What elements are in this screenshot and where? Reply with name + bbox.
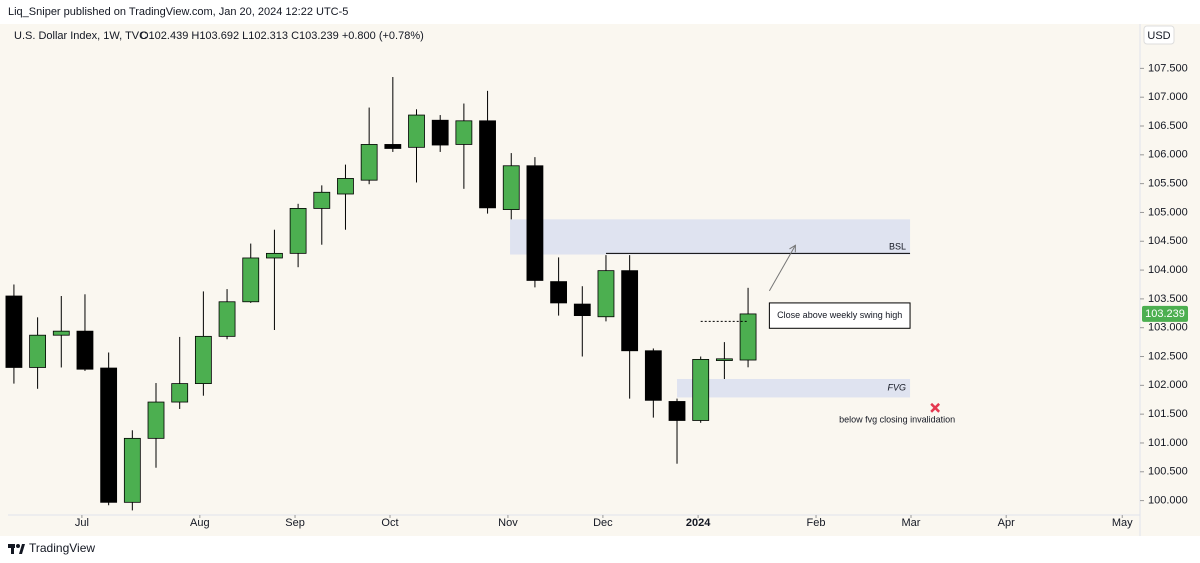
arrow <box>768 245 796 292</box>
x-tick-label: Mar <box>902 517 921 529</box>
invalidation-text: below fvg closing invalidation <box>839 414 955 424</box>
price-tag <box>1142 305 1188 322</box>
candle-body <box>218 301 236 337</box>
candle-body <box>266 252 283 259</box>
x-tick-label: Dec <box>593 517 613 529</box>
candle-body <box>384 144 402 149</box>
candle-body <box>739 313 757 361</box>
candle-body <box>479 120 496 209</box>
candle-body <box>550 281 568 304</box>
candle-body <box>52 330 70 336</box>
candle-body <box>289 208 307 254</box>
zone-label: FVG <box>888 383 907 393</box>
x-tick-label: Aug <box>190 517 210 529</box>
note-box <box>768 302 911 329</box>
candle-body <box>692 359 710 421</box>
candle-body <box>360 144 378 181</box>
x-tick-label: Oct <box>381 517 398 529</box>
candle-body <box>502 165 520 210</box>
candle-body <box>668 401 686 421</box>
footer-brand: TradingView <box>29 541 95 555</box>
bsl-label: BSL <box>889 242 906 252</box>
y-tick-label: 101.500 <box>1148 408 1188 420</box>
candle-body <box>5 295 23 368</box>
x-tick-label: Sep <box>285 517 305 529</box>
candle-body <box>431 119 449 146</box>
y-tick-label: 105.000 <box>1148 206 1188 218</box>
y-tick-label: 103.500 <box>1148 293 1188 305</box>
y-tick-label: 101.000 <box>1148 437 1188 449</box>
cross <box>930 402 941 413</box>
candle-body <box>76 330 94 370</box>
zone <box>677 378 911 398</box>
arrow-head <box>789 244 796 253</box>
currency-box <box>1143 25 1175 45</box>
candle-body <box>242 257 260 303</box>
candle-body <box>715 358 733 361</box>
candle-body <box>573 303 591 317</box>
y-tick-label: 100.000 <box>1148 494 1188 506</box>
candle-body <box>621 270 639 352</box>
y-tick-label: 106.000 <box>1148 149 1188 161</box>
candle-body <box>171 383 189 403</box>
y-tick-label: 102.500 <box>1148 350 1188 362</box>
tv-logo <box>8 544 25 554</box>
candle-body <box>644 350 662 401</box>
candle-body <box>455 120 473 145</box>
y-tick-label: 104.500 <box>1148 235 1188 247</box>
x-tick-label: Feb <box>807 517 826 529</box>
candle-body <box>408 114 425 148</box>
candle-body <box>194 335 212 385</box>
note-text: Close above weekly swing high <box>777 310 902 320</box>
zone <box>510 219 911 255</box>
candle-body <box>100 367 118 503</box>
y-tick-label: 104.000 <box>1148 264 1188 276</box>
x-tick-label: May <box>1112 517 1133 529</box>
y-tick-label: 106.500 <box>1148 120 1188 132</box>
candle-body <box>313 191 331 209</box>
candle-body <box>526 165 544 281</box>
y-tick-label: 102.000 <box>1148 379 1188 391</box>
legend-values: O102.439 H103.692 L102.313 C103.239 +0.8… <box>140 30 424 42</box>
currency: USD <box>1147 30 1170 42</box>
chart-title: U.S. Dollar Index, 1W, TVC <box>14 30 147 42</box>
candle-body <box>29 334 47 368</box>
y-tick-label: 107.000 <box>1148 91 1188 103</box>
y-tick-label: 105.500 <box>1148 178 1188 190</box>
x-tick-label: Nov <box>498 517 518 529</box>
candle-body <box>337 178 354 195</box>
candle-body <box>147 401 165 439</box>
price-tag-label: 103.239 <box>1145 308 1185 320</box>
x-tick-label: Apr <box>998 517 1015 529</box>
y-tick-label: 107.500 <box>1148 62 1188 74</box>
y-tick-label: 100.500 <box>1148 466 1188 478</box>
x-tick-label: 2024 <box>686 517 711 529</box>
candle-body <box>597 270 615 318</box>
header: Liq_Sniper published on TradingView.com,… <box>8 6 348 18</box>
x-tick-label: Jul <box>75 517 89 529</box>
candle-body <box>123 437 141 503</box>
y-tick-label: 103.000 <box>1148 322 1188 334</box>
